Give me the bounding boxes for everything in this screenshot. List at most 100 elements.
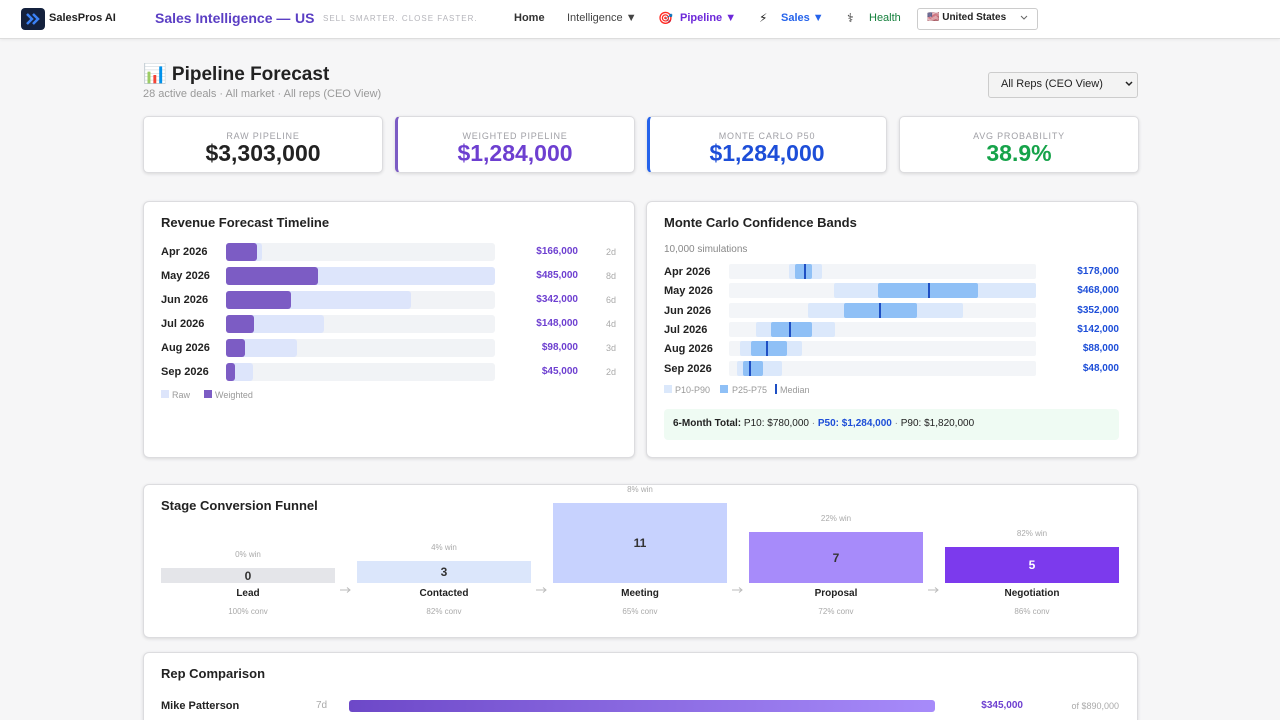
- arrow: [732, 587, 743, 593]
- kpi-card: [647, 116, 887, 173]
- month-label: Apr 2026: [664, 266, 711, 278]
- logo-icon[interactable]: [21, 8, 45, 30]
- kpi-value: 38.9%: [986, 140, 1052, 166]
- arrow: [928, 587, 939, 593]
- conv-label: 100% conv: [228, 607, 268, 616]
- days-label: 8d: [605, 271, 616, 281]
- month-label: Apr 2026: [161, 246, 208, 258]
- legend-swatch: [775, 384, 777, 394]
- nav-link[interactable]: Home: [514, 12, 545, 24]
- band-track: [729, 360, 1036, 376]
- stage-name: Proposal: [814, 588, 858, 599]
- month-label: Sep 2026: [664, 362, 712, 375]
- p25-p75-band: [750, 341, 788, 357]
- rep-name: Mike Patterson: [161, 700, 240, 712]
- median-line: [748, 360, 751, 376]
- legend-label: P25-P75: [732, 385, 768, 395]
- tagline: SELL SMARTER. CLOSE FASTER.: [323, 14, 478, 23]
- funnel-bar: [553, 503, 727, 583]
- legend-label: Median: [780, 385, 810, 395]
- count-label: 7: [832, 550, 840, 565]
- bar-track: [226, 243, 495, 261]
- median-line: [765, 341, 768, 357]
- nav-icon[interactable]: 🎯: [658, 11, 673, 25]
- value-label: $342,000: [536, 294, 578, 305]
- country-select[interactable]: [917, 8, 1038, 30]
- total-label: 6-Month Total:: [673, 418, 742, 429]
- kpi-card: [143, 116, 383, 173]
- legend-label: Raw: [172, 390, 191, 400]
- nav-link[interactable]: Health: [869, 12, 901, 24]
- total-box: [664, 409, 1119, 440]
- total-p90: P90: $1,820,000: [900, 418, 975, 429]
- days-label: 4d: [605, 319, 616, 329]
- nav-link[interactable]: Pipeline ▼: [680, 12, 737, 24]
- bar-track: [226, 363, 495, 381]
- arrow: [536, 587, 547, 593]
- days-label: 7d: [316, 700, 328, 711]
- panel-subtitle: 10,000 simulations: [664, 244, 748, 255]
- value-label: $48,000: [1082, 362, 1119, 374]
- conv-label: 72% conv: [818, 607, 854, 616]
- value-label: $166,000: [536, 246, 578, 257]
- value-label: $142,000: [1077, 323, 1119, 335]
- kpi-label: AVG PROBABILITY: [973, 131, 1065, 141]
- count-label: 11: [633, 536, 647, 550]
- panel-title: Monte Carlo Confidence Bands: [664, 215, 857, 230]
- value-label: $178,000: [1077, 266, 1119, 277]
- stage-name: Contacted: [419, 588, 469, 599]
- nav-icon[interactable]: ⚕: [847, 11, 854, 25]
- nav-link[interactable]: Sales ▼: [781, 12, 824, 24]
- stage-name: Lead: [236, 588, 260, 599]
- p25-p75-band: [795, 264, 812, 279]
- legend-swatch: [720, 385, 728, 393]
- panel-title: Revenue Forecast Timeline: [161, 215, 330, 230]
- panel-title: Rep Comparison: [161, 666, 266, 681]
- app-title: Sales Intelligence —: [155, 10, 291, 26]
- nav-icon[interactable]: ⚡: [759, 11, 768, 25]
- funnel-bar: [945, 546, 1119, 583]
- kpi-label: WEIGHTED PIPELINE: [462, 131, 568, 141]
- funnel-bar: [749, 532, 923, 583]
- kpi-value: $3,303,000: [205, 140, 321, 166]
- kpi-label: RAW PIPELINE: [226, 131, 300, 141]
- chevron: [1020, 15, 1028, 20]
- win-label: 22% win: [820, 514, 852, 524]
- legend-swatch: [664, 385, 672, 393]
- value-label: $148,000: [536, 318, 578, 329]
- median-line: [788, 321, 791, 337]
- chevron: [1125, 81, 1133, 87]
- month-label: Jun 2026: [664, 304, 712, 317]
- days-label: 2d: [605, 367, 616, 377]
- month-label: May 2026: [161, 270, 210, 282]
- nav-link[interactable]: Intelligence ▼: [567, 12, 637, 24]
- days-label: 3d: [605, 343, 616, 353]
- value-label: $345,000: [981, 700, 1023, 711]
- month-label: Jun 2026: [161, 294, 209, 306]
- logo-text[interactable]: SalesPros AI: [49, 12, 116, 24]
- kpi-card: [899, 116, 1139, 173]
- days-label: 6d: [605, 295, 616, 305]
- win-label: 8% win: [627, 485, 653, 495]
- kpi-value: $1,284,000: [457, 140, 573, 166]
- total-p10: P10: $780,000: [743, 418, 809, 429]
- rep-select[interactable]: [988, 72, 1138, 98]
- kpi-card: [395, 116, 635, 173]
- p25-p75-band: [770, 321, 812, 337]
- month-label: Sep 2026: [161, 366, 209, 378]
- nav-bar: [0, 0, 1280, 39]
- separator: ·: [894, 418, 898, 429]
- legend-swatch: [204, 390, 212, 398]
- rep-bar: [349, 700, 935, 712]
- month-label: Aug 2026: [664, 343, 713, 356]
- conv-label: 65% conv: [622, 607, 658, 616]
- kpi-label: MONTE CARLO P50: [718, 131, 816, 141]
- win-label: 4% win: [431, 543, 457, 553]
- p25-p75-band: [743, 360, 764, 376]
- country-label[interactable]: 🇺🇸 United States: [927, 12, 1007, 23]
- band-track: [729, 341, 1036, 357]
- kpi-value: $1,284,000: [709, 140, 825, 166]
- win-label: 82% win: [1016, 528, 1048, 538]
- rep-select-label[interactable]: All Reps (CEO View): [1001, 78, 1103, 90]
- median-line: [928, 283, 931, 299]
